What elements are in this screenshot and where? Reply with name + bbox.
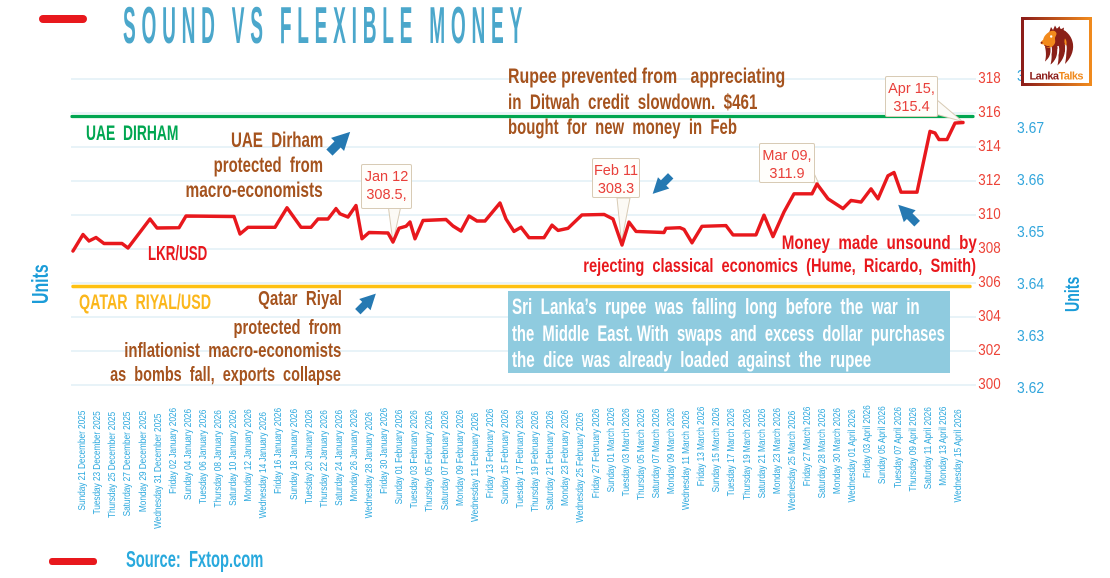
svg-text:LankaTalks: LankaTalks bbox=[1030, 71, 1084, 83]
